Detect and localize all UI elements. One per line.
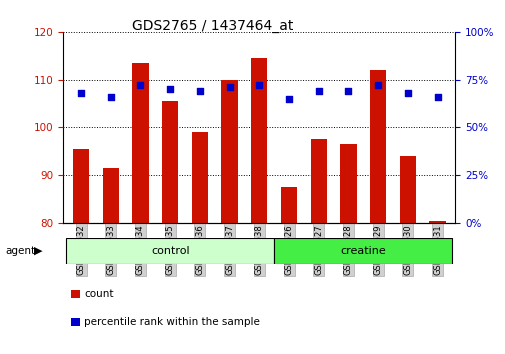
Point <box>373 82 381 88</box>
Point <box>433 94 441 100</box>
Point <box>195 88 204 94</box>
Bar <box>274 238 451 264</box>
Bar <box>132 63 148 223</box>
Bar <box>399 156 415 223</box>
Point <box>225 85 233 90</box>
Bar <box>429 221 445 223</box>
Point <box>344 88 352 94</box>
Text: agent: agent <box>5 246 35 256</box>
Text: percentile rank within the sample: percentile rank within the sample <box>84 317 260 327</box>
Bar <box>310 139 326 223</box>
Point <box>403 90 411 96</box>
Point <box>107 94 115 100</box>
Bar <box>339 144 356 223</box>
Text: creatine: creatine <box>340 246 385 256</box>
Bar <box>103 168 119 223</box>
Bar <box>191 132 208 223</box>
Bar <box>66 238 274 264</box>
Bar <box>162 101 178 223</box>
Point <box>136 82 144 88</box>
Point <box>314 88 322 94</box>
Bar <box>250 58 267 223</box>
Point <box>166 86 174 92</box>
Point <box>77 90 85 96</box>
Point <box>284 96 292 102</box>
Text: control: control <box>150 246 189 256</box>
Text: ▶: ▶ <box>34 246 42 256</box>
Bar <box>369 70 385 223</box>
Text: GDS2765 / 1437464_at: GDS2765 / 1437464_at <box>132 19 292 34</box>
Bar <box>221 80 237 223</box>
Text: count: count <box>84 289 113 299</box>
Bar <box>73 149 89 223</box>
Bar <box>280 187 296 223</box>
Point <box>255 82 263 88</box>
